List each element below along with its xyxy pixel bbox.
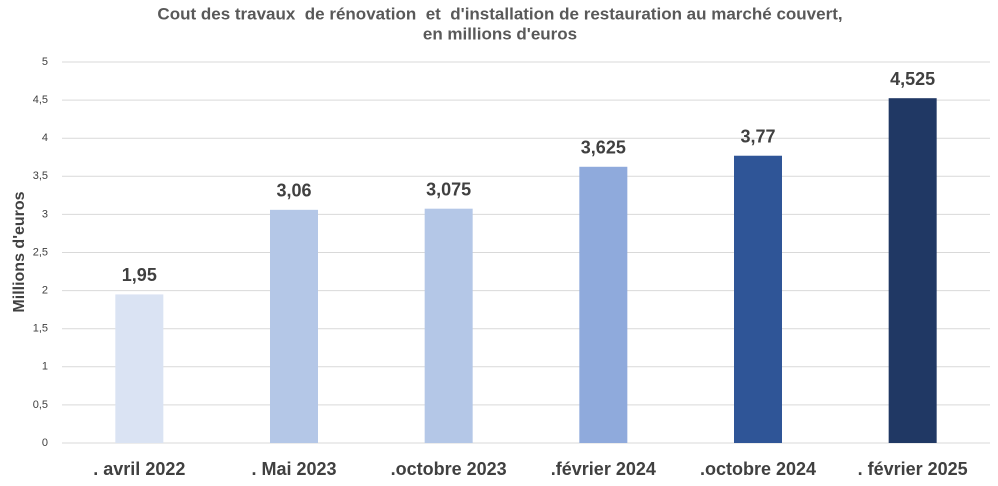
data-label: 3,625 (581, 138, 626, 158)
bar (734, 155, 782, 443)
chart-title: en millions d'euros (423, 24, 577, 43)
data-label: 3,77 (740, 126, 775, 146)
bar (888, 98, 937, 443)
y-tick-label: 1,5 (33, 323, 48, 335)
y-tick-label: 0,5 (33, 399, 48, 411)
y-tick-label: 5 (42, 56, 48, 68)
y-tick-label: 3,5 (33, 170, 48, 182)
y-tick-label: 2,5 (33, 246, 48, 258)
y-tick-label: 0 (42, 437, 48, 449)
data-label: 3,075 (426, 179, 471, 199)
data-label: 3,06 (276, 181, 311, 201)
bar (115, 294, 164, 443)
y-tick-label: 1 (42, 361, 48, 373)
x-tick-label: .octobre 2023 (391, 459, 507, 479)
x-tick-label: . avril 2022 (93, 459, 185, 479)
y-tick-label: 2 (42, 285, 48, 297)
bar (579, 166, 628, 443)
y-axis-label: Millions d'euros (11, 191, 28, 312)
x-tick-label: . Mai 2023 (251, 459, 336, 479)
bar (270, 209, 318, 443)
bar (424, 208, 473, 443)
chart-title: Cout des travaux de rénovation et d'inst… (157, 4, 842, 23)
x-tick-label: . février 2025 (858, 459, 968, 479)
y-tick-label: 3 (42, 208, 48, 220)
data-label: 1,95 (122, 265, 157, 285)
y-tick-label: 4,5 (33, 94, 48, 106)
y-tick-label: 4 (42, 132, 48, 144)
x-tick-label: .février 2024 (551, 459, 656, 479)
x-tick-label: .octobre 2024 (700, 459, 816, 479)
data-label: 4,525 (890, 69, 935, 89)
